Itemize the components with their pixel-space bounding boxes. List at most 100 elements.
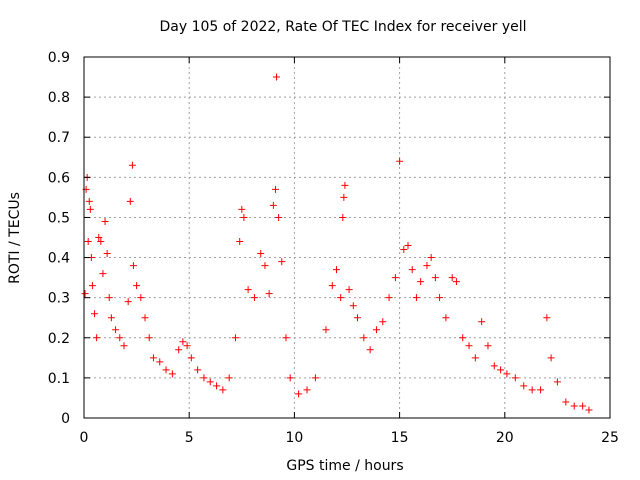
x-axis-label: GPS time / hours: [286, 458, 403, 474]
data-point: [95, 234, 103, 241]
data-point: [88, 282, 96, 290]
data-point: [553, 378, 561, 386]
data-point: [116, 334, 124, 342]
x-tick-label: 20: [496, 430, 514, 446]
data-point: [484, 342, 492, 350]
data-point: [341, 181, 349, 189]
data-point: [471, 354, 479, 362]
axis-ticks: 0 0.1 0.2 0.3 0.4 0.5 0.6 0.7 0.8 0.9 0 5 10 15 20 25: [48, 50, 619, 446]
data-point: [431, 274, 439, 282]
data-point: [99, 270, 107, 278]
y-tick-label: 0.4: [48, 251, 70, 267]
x-tick-label: 25: [601, 430, 619, 446]
data-point: [85, 197, 93, 205]
data-point: [412, 294, 420, 302]
data-point: [149, 354, 157, 362]
data-point: [84, 238, 92, 246]
data-point: [579, 402, 587, 410]
y-tick-label: 0.6: [48, 170, 70, 186]
data-point: [273, 73, 281, 81]
data-point: [465, 342, 473, 350]
data-point: [339, 213, 347, 221]
data-point: [93, 334, 101, 342]
chart-title: Day 105 of 2022, Rate Of TEC Index for r…: [159, 19, 526, 35]
data-point: [396, 157, 404, 165]
data-point: [503, 370, 511, 378]
data-point: [528, 386, 536, 394]
data-point: [81, 290, 89, 298]
plot-frame: [83, 56, 611, 419]
data-point: [400, 246, 408, 254]
data-point: [366, 346, 374, 354]
y-tick-label: 0.2: [48, 331, 70, 347]
data-point: [543, 314, 551, 322]
y-axis-label: ROTI / TECUs: [7, 192, 23, 284]
y-tick-label: 0: [61, 411, 70, 427]
data-point: [278, 258, 286, 266]
data-point: [236, 238, 244, 246]
y-tick-label: 0.5: [48, 210, 70, 226]
data-point: [511, 374, 519, 382]
data-point: [275, 213, 283, 221]
y-tick-label: 0.1: [48, 371, 70, 387]
y-tick-label: 0.3: [48, 291, 70, 307]
data-point: [322, 326, 330, 334]
data-point: [240, 213, 248, 221]
x-tick-label: 15: [391, 430, 409, 446]
data-point: [97, 238, 105, 246]
data-point: [179, 338, 187, 346]
data-point: [128, 161, 136, 169]
data-point: [417, 278, 425, 286]
data-point: [385, 294, 393, 302]
data-point: [520, 382, 528, 390]
data-point: [183, 342, 191, 350]
x-tick-label: 0: [80, 430, 89, 446]
data-point: [332, 266, 340, 274]
data-point: [126, 197, 134, 205]
data-point: [562, 398, 570, 406]
data-point: [231, 334, 239, 342]
data-point: [570, 402, 578, 410]
data-point: [265, 290, 273, 298]
data-point: [427, 254, 435, 262]
y-tick-label: 0.9: [48, 50, 70, 66]
data-point: [244, 286, 252, 294]
data-point: [436, 294, 444, 302]
data-point: [452, 278, 460, 286]
data-point: [86, 205, 94, 213]
data-point: [408, 266, 416, 274]
data-point: [337, 294, 345, 302]
data-point: [238, 205, 246, 213]
data-point: [497, 366, 505, 374]
data-points: [81, 73, 593, 414]
data-point: [585, 406, 593, 414]
data-point: [103, 250, 111, 258]
data-point: [120, 342, 128, 350]
data-point: [340, 193, 348, 201]
data-point: [91, 310, 99, 318]
data-point: [372, 326, 380, 334]
data-point: [107, 314, 115, 322]
data-point: [311, 374, 319, 382]
data-point: [206, 378, 214, 386]
y-tick-label: 0.7: [48, 130, 70, 146]
data-point: [404, 242, 412, 250]
data-point: [459, 334, 467, 342]
grid-lines: [84, 57, 610, 418]
data-point: [328, 282, 336, 290]
data-point: [271, 185, 279, 193]
data-point: [286, 374, 294, 382]
data-point: [187, 354, 195, 362]
data-point: [261, 262, 269, 270]
data-point: [478, 318, 486, 326]
data-point: [213, 382, 221, 390]
data-point: [225, 374, 233, 382]
data-point: [295, 390, 303, 398]
data-point: [269, 201, 277, 209]
x-tick-label: 10: [285, 430, 303, 446]
data-point: [537, 386, 545, 394]
data-point: [547, 354, 555, 362]
data-point: [250, 294, 258, 302]
data-point: [105, 294, 113, 302]
